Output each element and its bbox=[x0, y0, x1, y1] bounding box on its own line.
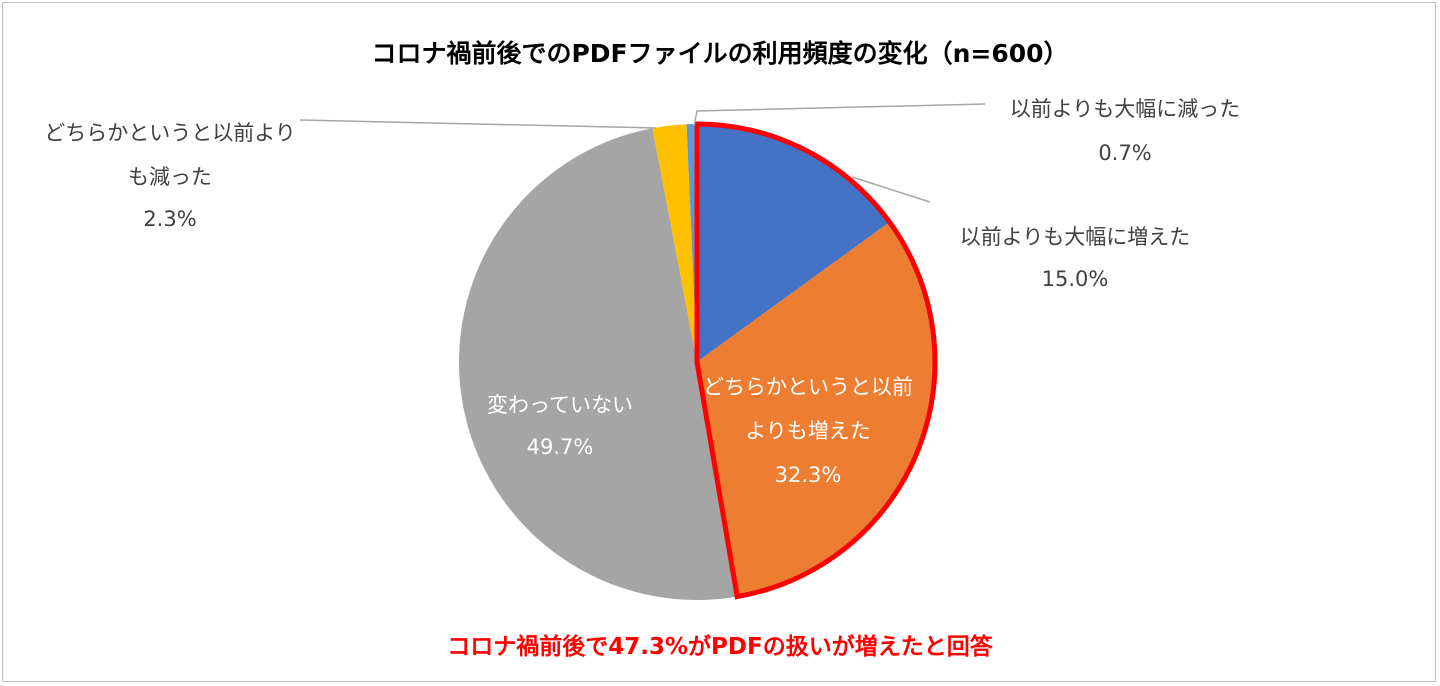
pie-slice-0 bbox=[697, 124, 890, 362]
value-greatly-increased: 15.0% bbox=[1042, 267, 1109, 291]
pie-slice-2 bbox=[458, 128, 738, 601]
label-somewhat-increased-line1: どちらかというと以前 bbox=[703, 375, 913, 399]
pie-slice-4 bbox=[686, 124, 697, 362]
leader-line-greatly-decreased bbox=[693, 103, 986, 127]
leader-line-greatly-increased bbox=[851, 176, 931, 203]
value-unchanged: 49.7% bbox=[527, 435, 594, 459]
label-somewhat-increased-line2: よりも増えた bbox=[745, 419, 871, 443]
label-greatly-increased: 以前よりも大幅に増えた bbox=[960, 225, 1191, 249]
value-greatly-decreased: 0.7% bbox=[1098, 141, 1151, 165]
highlight-outline bbox=[694, 121, 938, 600]
chart-title: コロナ禍前後でのPDFファイルの利用頻度の変化（n=600） bbox=[371, 39, 1068, 68]
leader-line-somewhat-decreased bbox=[299, 119, 657, 129]
value-somewhat-increased: 32.3% bbox=[775, 463, 842, 487]
pie-slice-3 bbox=[652, 124, 697, 362]
pie-slice-1 bbox=[697, 222, 935, 597]
label-somewhat-decreased-line1: どちらかというと以前より bbox=[44, 121, 296, 145]
label-greatly-decreased: 以前よりも大幅に減った bbox=[1010, 97, 1241, 121]
label-somewhat-decreased-line2: も減った bbox=[128, 165, 212, 189]
value-somewhat-decreased: 2.3% bbox=[143, 207, 196, 231]
annotation-note: コロナ禍前後で47.3%がPDFの扱いが増えたと回答 bbox=[447, 633, 993, 660]
label-unchanged: 変わっていない bbox=[487, 393, 633, 417]
